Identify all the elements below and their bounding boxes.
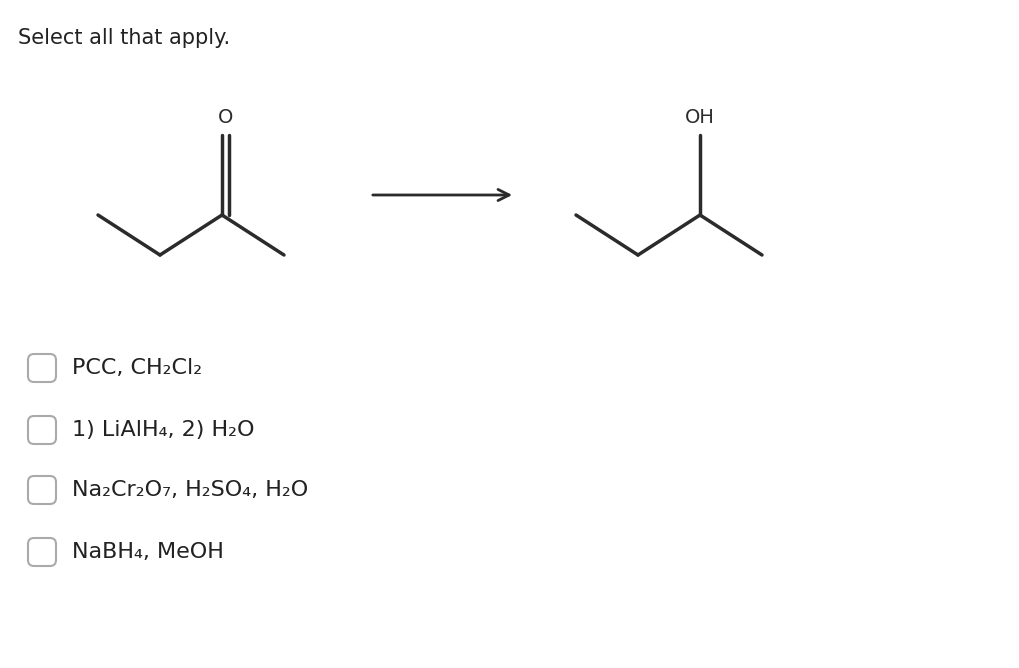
Text: Select all that apply.: Select all that apply. — [18, 28, 230, 48]
Text: 1) LiAlH₄, 2) H₂O: 1) LiAlH₄, 2) H₂O — [72, 420, 255, 440]
Text: Na₂Cr₂O₇, H₂SO₄, H₂O: Na₂Cr₂O₇, H₂SO₄, H₂O — [72, 480, 308, 500]
Text: PCC, CH₂Cl₂: PCC, CH₂Cl₂ — [72, 358, 202, 378]
Text: NaBH₄, MeOH: NaBH₄, MeOH — [72, 542, 223, 562]
Text: OH: OH — [685, 108, 714, 127]
Text: O: O — [218, 108, 233, 127]
